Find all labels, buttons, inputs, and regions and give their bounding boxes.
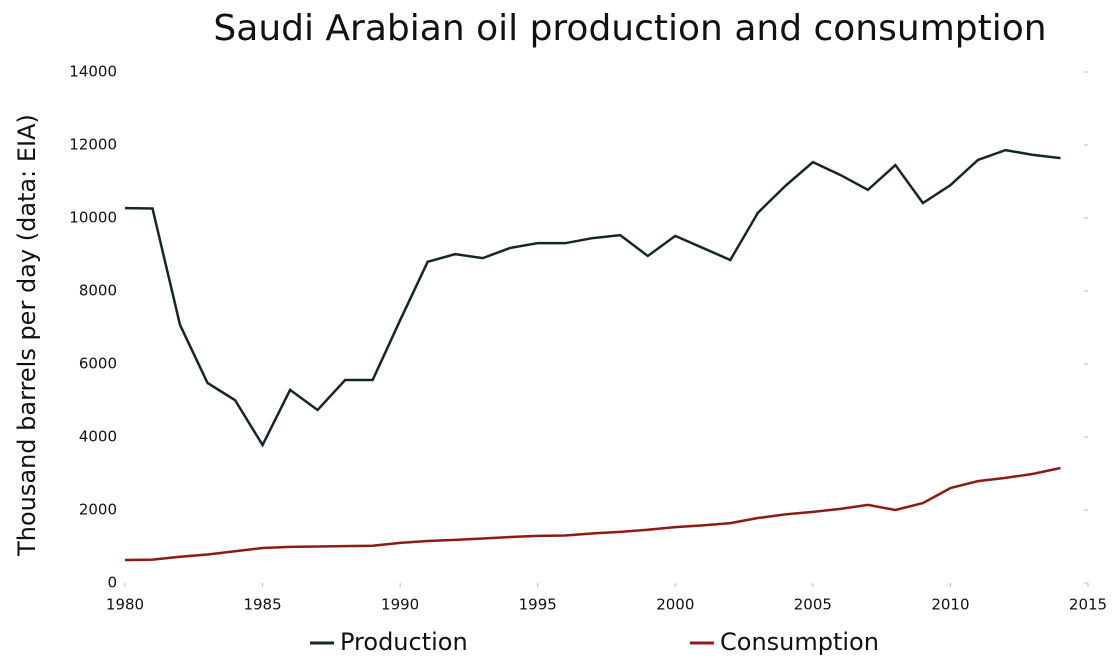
y-tick-label: 2000: [79, 501, 117, 519]
chart-title: Saudi Arabian oil production and consump…: [213, 8, 1046, 49]
y-tick-label: 0: [107, 574, 117, 592]
y-tick-label: 12000: [69, 136, 117, 154]
legend-label: Production: [340, 628, 468, 656]
y-tick-label: 14000: [69, 63, 117, 81]
line-series: [124, 466, 1061, 562]
y-tick-label: 10000: [69, 209, 117, 227]
y-tick-label: 4000: [79, 428, 117, 446]
x-tick-label: 1995: [519, 596, 557, 614]
x-tick-label: 2005: [794, 596, 832, 614]
x-tick-label: 2000: [656, 596, 694, 614]
x-tick-label: 1985: [243, 596, 281, 614]
x-tick-label: 1990: [381, 596, 419, 614]
x-tick-label: 2010: [931, 596, 969, 614]
line-series: [124, 148, 1061, 448]
x-tick-label: 2015: [1069, 596, 1107, 614]
y-axis-label: Thousand barrels per day (data: EIA): [13, 114, 41, 557]
legend-label: Consumption: [720, 628, 879, 656]
y-tick-label: 6000: [79, 355, 117, 373]
y-tick-label: 8000: [79, 282, 117, 300]
x-tick-label: 1980: [106, 596, 144, 614]
